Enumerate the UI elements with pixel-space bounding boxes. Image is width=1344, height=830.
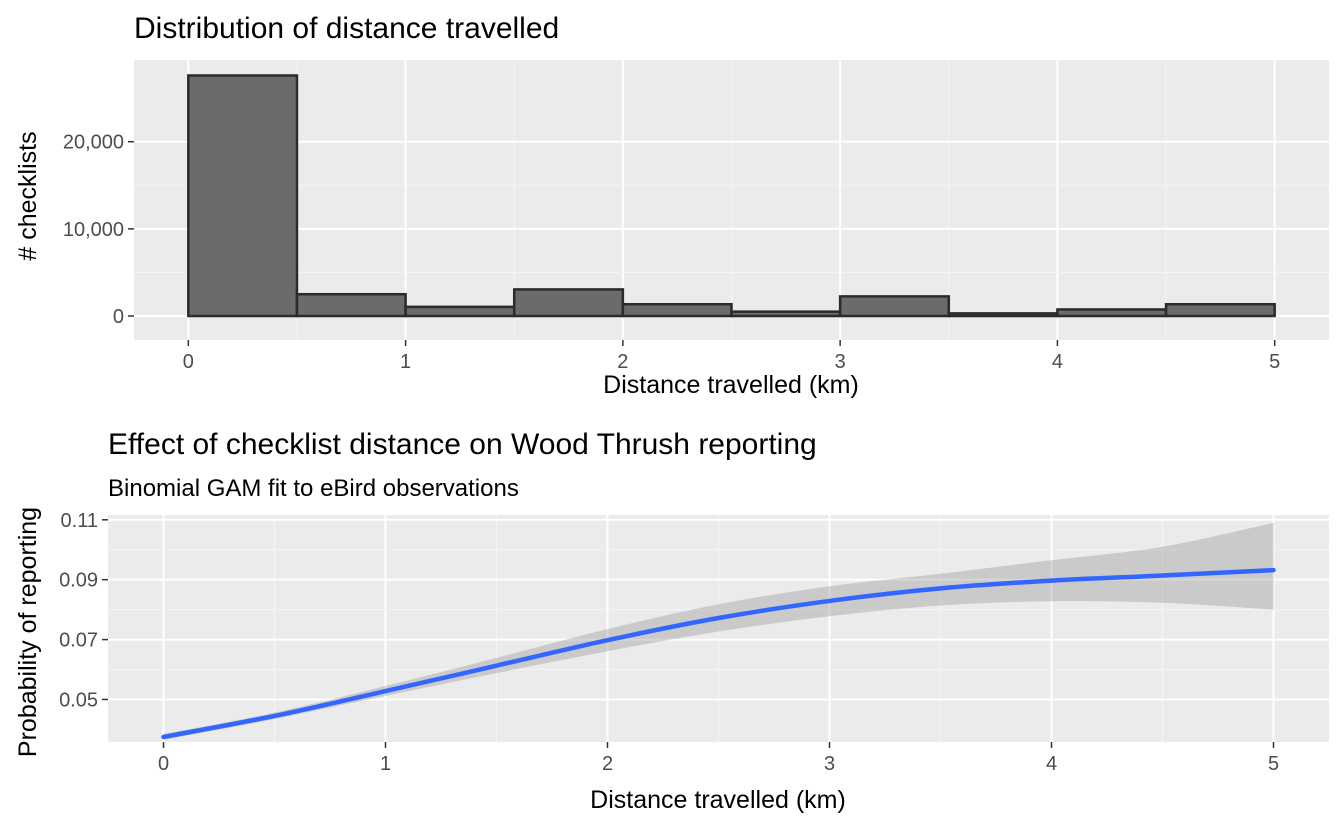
histogram-chart: Distribution of distance travelled 0 10,0… [14, 12, 1329, 399]
x-tick-label: 3 [835, 351, 846, 373]
histogram-bar [187, 74, 299, 318]
y-tick-label: 0.09 [59, 570, 98, 592]
x-tick-label: 5 [1268, 753, 1279, 775]
gam-x-axis-title: Distance travelled (km) [590, 786, 846, 814]
y-tick-label: 0 [113, 306, 124, 328]
gam-title: Effect of checklist distance on Wood Thr… [108, 428, 817, 461]
histogram-bar [404, 305, 516, 318]
y-tick-label: 0.07 [59, 630, 98, 652]
y-tick-label: 0.11 [61, 510, 98, 532]
gam-subtitle: Binomial GAM fit to eBird observations [108, 475, 519, 502]
x-tick-label: 4 [1046, 753, 1057, 775]
x-tick-label: 0 [183, 351, 194, 373]
histogram-bar [730, 310, 842, 318]
histogram-x-axis-title: Distance travelled (km) [603, 371, 859, 399]
histogram-bar [1056, 308, 1168, 318]
confidence-ribbon [163, 522, 1274, 740]
x-tick-label: 2 [602, 753, 613, 775]
x-tick-label: 5 [1269, 351, 1280, 373]
y-tick-label: 10,000 [63, 219, 124, 241]
histogram-bars [187, 74, 1276, 318]
gam-chart: Effect of checklist distance on Wood Thr… [14, 428, 1329, 814]
x-tick-label: 2 [617, 351, 628, 373]
x-tick-label: 1 [400, 351, 411, 373]
histogram-x-axis: 0 1 2 3 4 5 [183, 340, 1280, 373]
x-tick-label: 1 [380, 753, 391, 775]
x-tick-label: 3 [824, 753, 835, 775]
gam-x-axis: 0 1 2 3 4 5 [158, 742, 1279, 775]
gam-y-axis: 0.05 0.07 0.09 0.11 [59, 510, 108, 711]
gam-y-axis-title: Probability of reporting [14, 507, 42, 757]
histogram-bar [295, 292, 407, 318]
x-tick-label: 0 [158, 753, 169, 775]
x-tick-label: 4 [1052, 351, 1063, 373]
histogram-bar [621, 302, 733, 318]
histogram-title: Distribution of distance travelled [134, 12, 559, 45]
histogram-y-axis-title: # checklists [14, 131, 42, 260]
histogram-y-axis: 0 10,000 20,000 [63, 132, 134, 328]
histogram-bar [947, 312, 1059, 318]
y-tick-label: 0.05 [59, 689, 98, 711]
histogram-bar [512, 288, 625, 318]
histogram-bar [1164, 302, 1276, 318]
gam-fit-line [161, 567, 1276, 740]
y-tick-label: 20,000 [63, 132, 124, 154]
gam-gridlines [108, 515, 1329, 742]
histogram-bar [838, 295, 951, 318]
